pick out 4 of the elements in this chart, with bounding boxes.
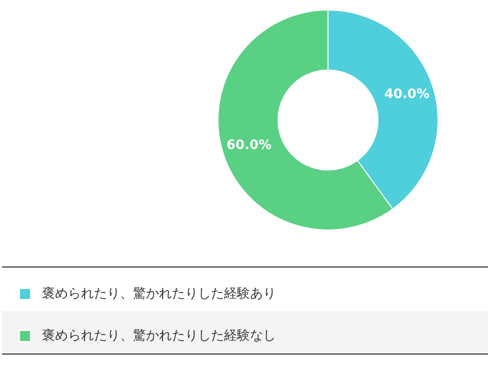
data-label: 60.0%	[226, 138, 272, 154]
legend-label: 褒められたり、驚かれたりした経験あり	[42, 286, 276, 302]
legend-label: 褒められたり、驚かれたりした経験なし	[42, 328, 276, 344]
data-label: 40.0%	[384, 86, 430, 102]
